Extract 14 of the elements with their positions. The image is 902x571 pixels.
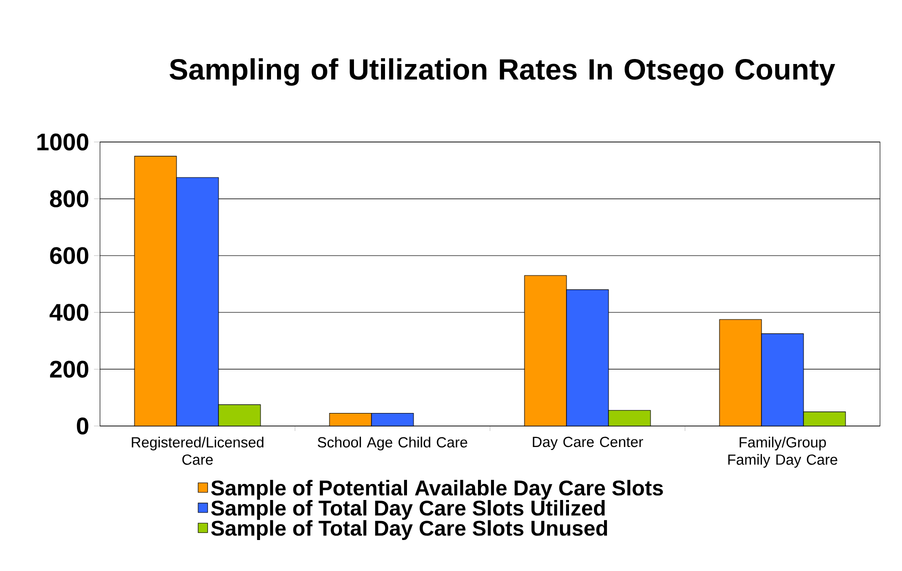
x-tick-label: Registered/Licensed Care <box>132 436 264 465</box>
y-tick-label: 1000 <box>37 133 88 150</box>
y-tick-label: 800 <box>50 190 88 208</box>
legend-label: Sample of Total Day Care Slots Unused <box>211 520 608 540</box>
chart-title: Sampling of Utilization Rates In Otsego County <box>170 58 836 86</box>
y-tick-label: 200 <box>50 360 88 378</box>
legend-label: Sample of Total Day Care Slots Utilized <box>211 500 605 520</box>
x-tick-label: Family/Group Family Day Care <box>728 436 838 468</box>
y-tick-label: 400 <box>50 304 88 321</box>
x-tick-label: School Age Child Care <box>318 436 468 450</box>
legend-label: Sample of Potential Available Day Care Slots <box>211 480 663 500</box>
y-tick-label: 600 <box>50 247 88 264</box>
y-tick-label: 0 <box>76 417 88 434</box>
x-tick-label: Day Care Center <box>532 436 644 450</box>
